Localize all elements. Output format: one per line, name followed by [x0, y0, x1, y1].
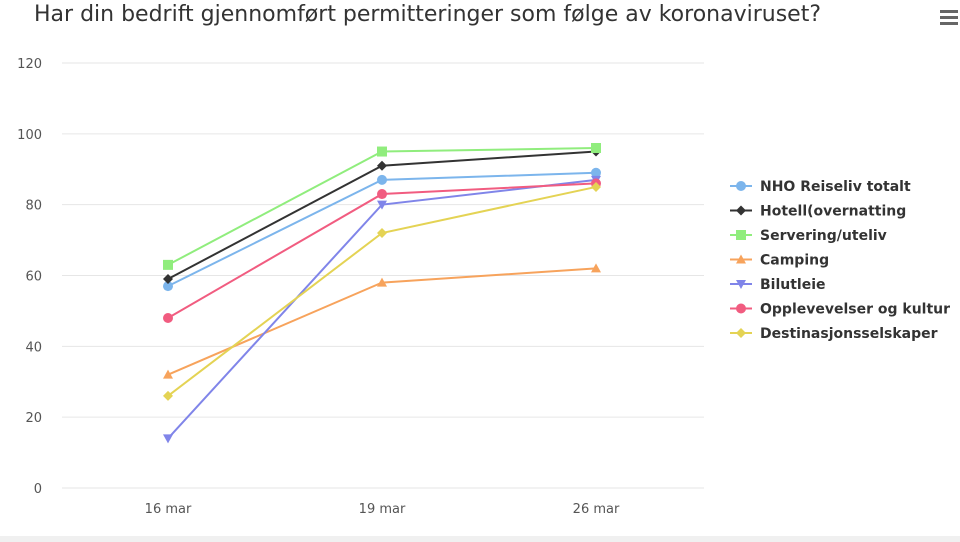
- data-point[interactable]: [377, 228, 387, 238]
- legend-label: NHO Reiseliv totalt: [760, 179, 911, 195]
- grid-lines: [62, 62, 704, 489]
- series-0: [163, 167, 601, 292]
- legend-item[interactable]: Destinasjonsselskaper: [730, 326, 938, 342]
- series-1: [163, 146, 601, 285]
- y-tick-label: 100: [17, 128, 42, 143]
- y-tick-label: 40: [25, 340, 42, 355]
- series-group: [163, 143, 601, 444]
- legend-marker: [736, 181, 746, 191]
- data-point[interactable]: [163, 369, 173, 379]
- legend-item[interactable]: Opplevevelser og kultur: [730, 302, 950, 318]
- series-line: [167, 178, 597, 440]
- legend-item[interactable]: Bilutleie: [730, 277, 826, 293]
- legend-item[interactable]: NHO Reiseliv totalt: [730, 179, 911, 195]
- legend-label: Bilutleie: [760, 277, 826, 293]
- x-tick-label: 19 mar: [359, 502, 406, 517]
- legend-marker: [736, 303, 746, 314]
- legend-label: Destinasjonsselskaper: [760, 326, 938, 342]
- x-tick-label: 26 mar: [573, 502, 620, 517]
- data-point[interactable]: [163, 259, 173, 270]
- legend: NHO Reiseliv totalt Hotell(overnatting Ser…: [730, 179, 950, 342]
- legend-item[interactable]: Hotell(overnatting: [730, 204, 906, 220]
- data-point[interactable]: [377, 146, 387, 157]
- data-point[interactable]: [591, 263, 601, 273]
- legend-label: Opplevevelser og kultur: [760, 302, 950, 318]
- y-tick-label: 120: [17, 57, 42, 72]
- hamburger-menu-icon[interactable]: [940, 10, 960, 30]
- series-line: [167, 185, 597, 397]
- legend-label: Hotell(overnatting: [760, 204, 906, 220]
- legend-label: Camping: [760, 253, 829, 269]
- series-3: [163, 263, 601, 379]
- x-tick-label: 16 mar: [145, 502, 192, 517]
- y-tick-label: 0: [34, 482, 42, 497]
- data-point[interactable]: [591, 181, 601, 192]
- data-point[interactable]: [163, 390, 173, 401]
- y-tick-label: 60: [25, 270, 42, 285]
- bottom-band: [0, 536, 960, 542]
- data-point[interactable]: [377, 174, 387, 185]
- y-tick-label: 80: [25, 199, 42, 214]
- series-4: [163, 175, 601, 444]
- data-point[interactable]: [591, 143, 601, 153]
- data-point[interactable]: [377, 200, 387, 210]
- legend-label: Servering/uteliv: [760, 228, 887, 244]
- legend-marker: [736, 328, 746, 338]
- series-2: [163, 143, 601, 270]
- legend-marker: [736, 280, 746, 289]
- legend-marker: [736, 205, 746, 216]
- data-point[interactable]: [377, 189, 387, 200]
- legend-marker: [736, 254, 746, 264]
- x-axis: 16 mar 19 mar 26 mar: [145, 502, 620, 517]
- legend-marker: [736, 230, 746, 240]
- data-point[interactable]: [377, 277, 387, 287]
- legend-item[interactable]: Servering/uteliv: [730, 228, 887, 244]
- series-6: [163, 181, 601, 401]
- y-tick-label: 20: [25, 411, 42, 426]
- data-point[interactable]: [163, 313, 173, 323]
- data-point[interactable]: [591, 167, 601, 178]
- data-point[interactable]: [377, 160, 387, 171]
- chart-title: Har din bedrift gjennomført permittering…: [34, 2, 821, 27]
- legend-item[interactable]: Camping: [730, 253, 829, 269]
- data-point[interactable]: [163, 274, 173, 285]
- y-axis: 0 20 40 60 80 100 120: [17, 57, 42, 497]
- data-point[interactable]: [163, 281, 173, 292]
- data-point[interactable]: [163, 434, 173, 444]
